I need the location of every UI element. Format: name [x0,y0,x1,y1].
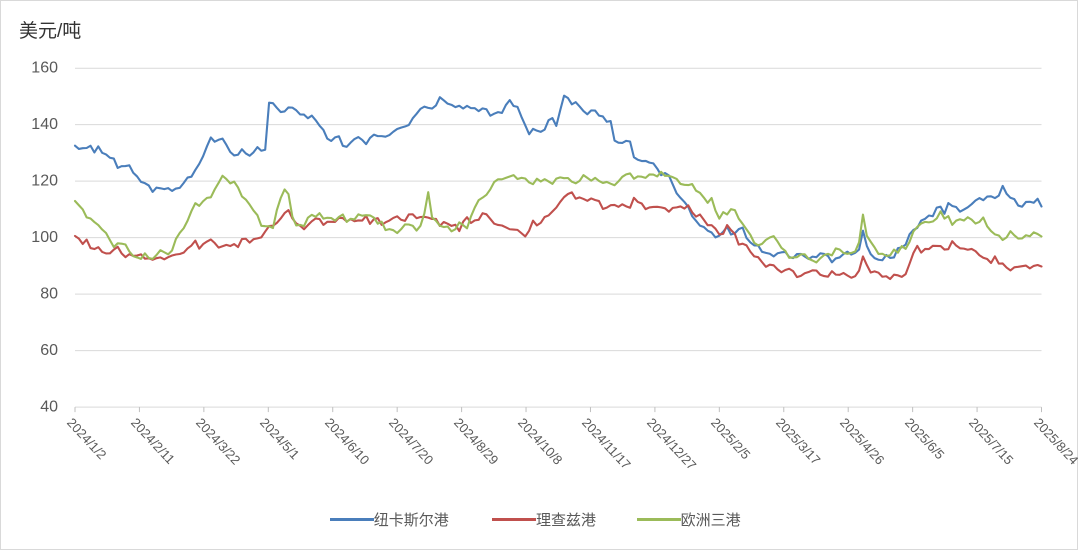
svg-text:60: 60 [40,342,58,359]
svg-text:160: 160 [31,60,58,77]
svg-text:100: 100 [31,229,58,246]
svg-text:140: 140 [31,116,58,133]
svg-text:120: 120 [31,173,58,190]
svg-text:80: 80 [40,286,58,303]
